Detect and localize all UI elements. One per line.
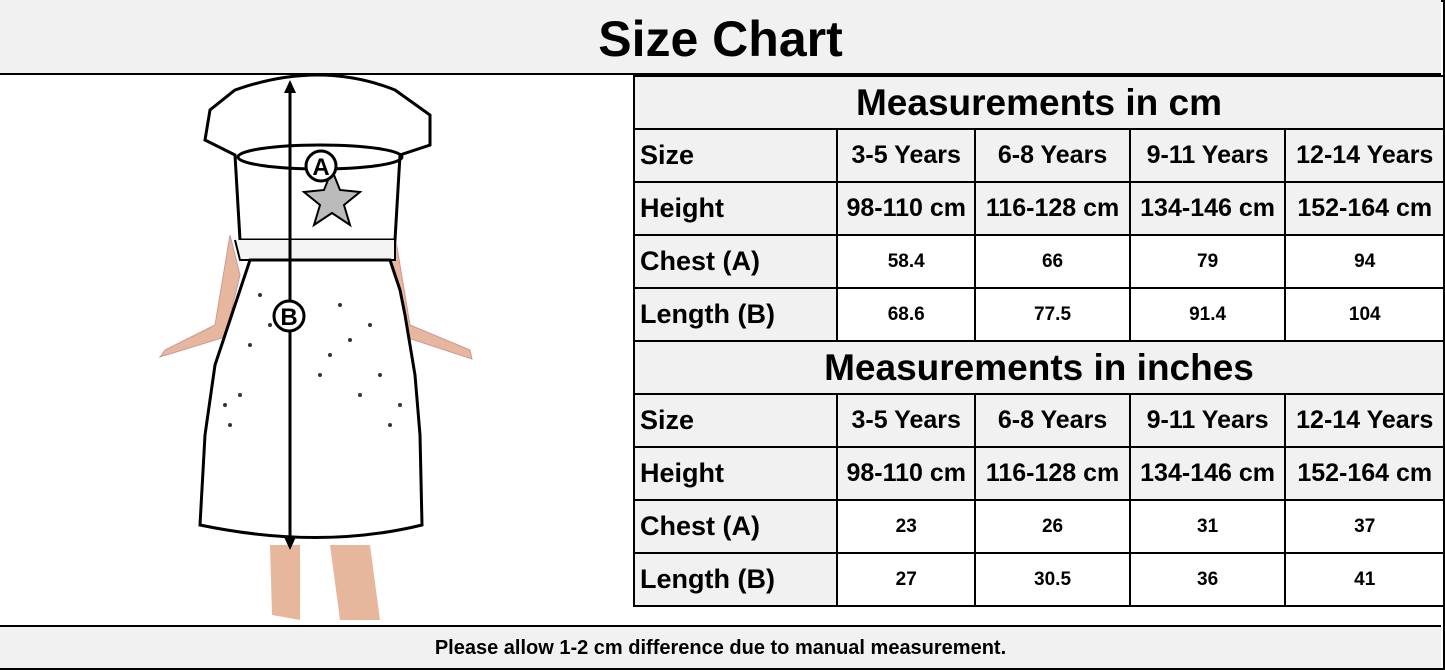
cell-value: 91.4 — [1128, 287, 1287, 342]
cell-value: 66 — [974, 234, 1131, 289]
cell-value: 36 — [1128, 552, 1287, 607]
cell-value: 134-146 cm — [1128, 446, 1287, 501]
table-heading: Measurements in cm — [633, 75, 1445, 130]
cell-value: 152-164 cm — [1284, 181, 1445, 236]
row-label: Chest (A) — [633, 234, 838, 289]
column-header: 6-8 Years — [974, 128, 1131, 183]
column-header: Size — [633, 128, 838, 183]
column-header: 12-14 Years — [1284, 128, 1445, 183]
column-header: 6-8 Years — [974, 393, 1131, 448]
column-header: Size — [633, 393, 838, 448]
column-header: 9-11 Years — [1128, 128, 1287, 183]
table-row: Length (B) 68.6 77.5 91.4 104 — [633, 287, 1445, 342]
cell-value: 134-146 cm — [1128, 181, 1287, 236]
column-header: 12-14 Years — [1284, 393, 1445, 448]
cell-value: 77.5 — [974, 287, 1131, 342]
row-label: Height — [633, 446, 838, 501]
cell-value: 104 — [1284, 287, 1445, 342]
column-header: 3-5 Years — [835, 128, 977, 183]
cell-value: 68.6 — [835, 287, 977, 342]
table-row: Height 98-110 cm 116-128 cm 134-146 cm 152-1… — [633, 446, 1445, 501]
cell-value: 98-110 cm — [835, 446, 977, 501]
table-header-row: Size 3-5 Years 6-8 Years 9-11 Years 12-14 Ye… — [633, 128, 1445, 183]
row-label: Height — [633, 181, 838, 236]
cell-value: 30.5 — [974, 552, 1131, 607]
cell-value: 27 — [835, 552, 977, 607]
footer-note: Please allow 1-2 cm difference due to ma… — [0, 625, 1441, 668]
cell-value: 37 — [1284, 499, 1445, 554]
table-heading: Measurements in inches — [633, 340, 1445, 395]
cell-value: 116-128 cm — [974, 181, 1131, 236]
cell-value: 152-164 cm — [1284, 446, 1445, 501]
table-row: Length (B) 27 30.5 36 41 — [633, 552, 1445, 607]
measurements-table: Measurements in cm Size 3-5 Years 6-8 Years… — [633, 75, 1445, 607]
row-label: Chest (A) — [633, 499, 838, 554]
table-row: Chest (A) 58.4 66 79 94 — [633, 234, 1445, 289]
row-label: Length (B) — [633, 552, 838, 607]
table-header-row: Size 3-5 Years 6-8 Years 9-11 Years 12-14 Ye… — [633, 393, 1445, 448]
table-row: Chest (A) 23 26 31 37 — [633, 499, 1445, 554]
cell-value: 26 — [974, 499, 1131, 554]
column-header: 9-11 Years — [1128, 393, 1287, 448]
cell-value: 116-128 cm — [974, 446, 1131, 501]
cell-value: 58.4 — [835, 234, 977, 289]
marker-b: B — [280, 304, 297, 331]
cell-value: 94 — [1284, 234, 1445, 289]
row-label: Length (B) — [633, 287, 838, 342]
page-title: Size Chart — [0, 0, 1441, 75]
marker-a: A — [312, 154, 329, 181]
table-row: Height 98-110 cm 116-128 cm 134-146 cm 152-1… — [633, 181, 1445, 236]
cell-value: 31 — [1128, 499, 1287, 554]
cell-value: 79 — [1128, 234, 1287, 289]
dress-illustration: A B — [0, 75, 633, 625]
cell-value: 23 — [835, 499, 977, 554]
cell-value: 41 — [1284, 552, 1445, 607]
cell-value: 98-110 cm — [835, 181, 977, 236]
column-header: 3-5 Years — [835, 393, 977, 448]
